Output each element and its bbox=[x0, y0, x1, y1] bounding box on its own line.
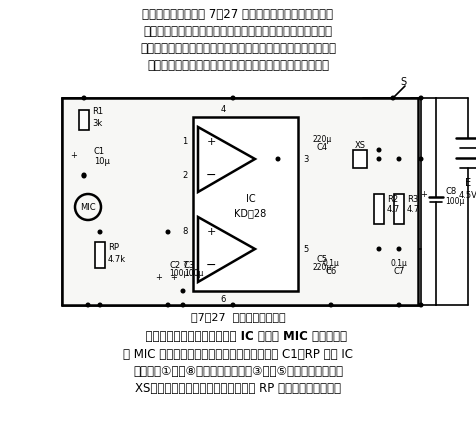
Text: C2: C2 bbox=[169, 260, 180, 270]
Text: 4: 4 bbox=[220, 104, 226, 114]
Text: 10μ: 10μ bbox=[94, 157, 110, 167]
Text: +: + bbox=[170, 273, 178, 282]
Circle shape bbox=[397, 303, 401, 307]
Text: 1: 1 bbox=[182, 137, 188, 146]
Text: 0.1μ: 0.1μ bbox=[391, 259, 407, 267]
Circle shape bbox=[82, 173, 86, 177]
Bar bbox=[353, 150, 367, 168]
Circle shape bbox=[231, 96, 235, 100]
Circle shape bbox=[329, 303, 333, 307]
Text: 4.5V: 4.5V bbox=[458, 191, 476, 199]
Text: +: + bbox=[70, 152, 78, 160]
Circle shape bbox=[397, 157, 401, 161]
Text: +: + bbox=[420, 190, 427, 199]
Circle shape bbox=[181, 303, 185, 307]
Text: C1: C1 bbox=[94, 148, 105, 156]
Text: R2: R2 bbox=[387, 194, 398, 203]
Text: C6: C6 bbox=[326, 267, 337, 275]
Text: 220μ: 220μ bbox=[312, 136, 332, 145]
Text: 助记器主要由双功放集成电路 IC 和话筒 MIC 等组成。话: 助记器主要由双功放集成电路 IC 和话筒 MIC 等组成。话 bbox=[129, 330, 347, 343]
Bar bbox=[79, 110, 89, 130]
Circle shape bbox=[98, 230, 102, 234]
Text: C4: C4 bbox=[317, 144, 327, 152]
Text: XS: XS bbox=[355, 141, 366, 149]
Circle shape bbox=[419, 157, 423, 161]
Circle shape bbox=[166, 303, 170, 307]
Circle shape bbox=[166, 230, 170, 234]
Text: C5: C5 bbox=[317, 255, 327, 264]
Text: C7: C7 bbox=[393, 267, 405, 275]
Text: 3k: 3k bbox=[92, 119, 102, 129]
Text: 大器，能把你轻声朗读的声音加以放大再通过耳机送回你的耳: 大器，能把你轻声朗读的声音加以放大再通过耳机送回你的耳 bbox=[143, 25, 333, 38]
Text: 2: 2 bbox=[182, 171, 188, 179]
Text: 筒 MIC 接收到声波信号后即输出音频电压，经 C1、RP 送人 IC: 筒 MIC 接收到声波信号后即输出音频电压，经 C1、RP 送人 IC bbox=[123, 347, 353, 361]
Text: 电子助记器电路如图 7－27 所示，它实际上是一个音频放: 电子助记器电路如图 7－27 所示，它实际上是一个音频放 bbox=[142, 8, 334, 21]
Circle shape bbox=[98, 303, 102, 307]
Circle shape bbox=[82, 96, 86, 100]
Text: 100μ: 100μ bbox=[445, 197, 465, 206]
Circle shape bbox=[419, 303, 423, 307]
Text: R1: R1 bbox=[92, 107, 103, 117]
Circle shape bbox=[181, 289, 185, 293]
Text: 100μ: 100μ bbox=[184, 268, 203, 278]
Bar bbox=[374, 194, 384, 224]
Text: 4.7k: 4.7k bbox=[108, 255, 126, 263]
Circle shape bbox=[231, 303, 235, 307]
Text: +: + bbox=[206, 227, 216, 237]
Text: 100μ: 100μ bbox=[169, 268, 188, 278]
Text: 220μ: 220μ bbox=[312, 263, 332, 273]
Text: 图7－27  电子助记器电路图: 图7－27 电子助记器电路图 bbox=[191, 312, 285, 322]
Circle shape bbox=[419, 96, 423, 100]
Text: MIC: MIC bbox=[80, 202, 96, 212]
Bar bbox=[394, 194, 404, 224]
Text: 朵里，根据心理学家的研究，这样加上听觉的作用，可以强化大: 朵里，根据心理学家的研究，这样加上听觉的作用，可以强化大 bbox=[140, 42, 336, 55]
Text: S: S bbox=[400, 77, 406, 87]
Text: 5: 5 bbox=[303, 244, 308, 254]
Text: −: − bbox=[206, 259, 216, 271]
Circle shape bbox=[86, 303, 90, 307]
Text: 4.7: 4.7 bbox=[407, 205, 420, 213]
Text: 3: 3 bbox=[303, 155, 309, 164]
Text: 的输人端①脚和⑧脚，放大后信号由③脚和⑤脚输出，通过插孔: 的输人端①脚和⑧脚，放大后信号由③脚和⑤脚输出，通过插孔 bbox=[133, 365, 343, 378]
Text: IC: IC bbox=[246, 194, 255, 204]
Text: XS送到头戴式耳机放音。调节电位器 RP 可控制和改变耳机发: XS送到头戴式耳机放音。调节电位器 RP 可控制和改变耳机发 bbox=[135, 382, 341, 396]
Text: 4.7: 4.7 bbox=[387, 205, 400, 213]
Text: C8: C8 bbox=[445, 187, 456, 196]
Circle shape bbox=[391, 96, 395, 100]
Text: KD－28: KD－28 bbox=[234, 208, 267, 218]
Circle shape bbox=[276, 157, 280, 161]
Text: 脑的记忆，你就可以在相同的时间内记忆较多的外语单词。: 脑的记忆，你就可以在相同的时间内记忆较多的外语单词。 bbox=[147, 59, 329, 72]
Circle shape bbox=[377, 247, 381, 251]
Text: +: + bbox=[156, 273, 162, 282]
Circle shape bbox=[377, 148, 381, 152]
Circle shape bbox=[82, 174, 86, 178]
Text: RP: RP bbox=[108, 243, 119, 251]
Text: 0.1μ: 0.1μ bbox=[323, 259, 339, 267]
Circle shape bbox=[377, 157, 381, 161]
Bar bbox=[62, 98, 418, 305]
Text: C3: C3 bbox=[184, 260, 195, 270]
Circle shape bbox=[397, 247, 401, 251]
Text: −: − bbox=[206, 168, 216, 182]
Text: R3: R3 bbox=[407, 194, 418, 203]
Text: 7: 7 bbox=[182, 260, 188, 270]
Bar bbox=[95, 242, 105, 268]
Text: 6: 6 bbox=[220, 294, 226, 304]
Text: E: E bbox=[465, 178, 471, 188]
Text: 8: 8 bbox=[182, 228, 188, 236]
Text: +: + bbox=[206, 137, 216, 147]
Bar bbox=[193, 117, 298, 291]
